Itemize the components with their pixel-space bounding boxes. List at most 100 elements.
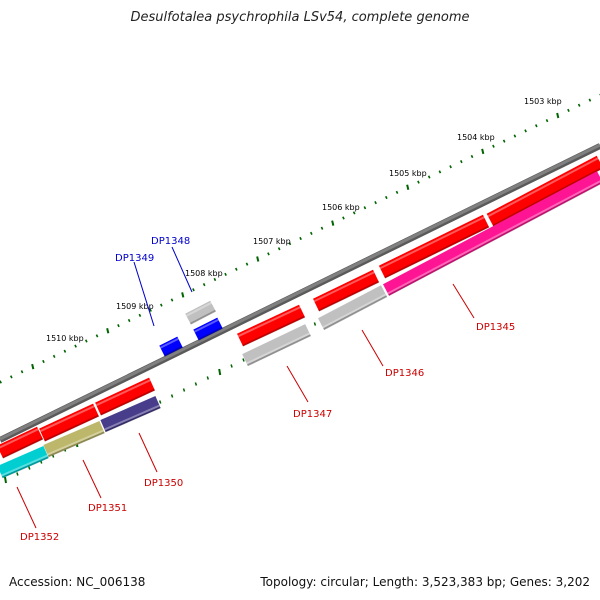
gene-label-dp1347[interactable]: DP1347 [293, 409, 332, 420]
label-leader-line [286, 365, 309, 403]
ruler-tick [492, 144, 495, 148]
gene-label-dp1348[interactable]: DP1348 [151, 236, 190, 247]
ruler-tick [277, 247, 281, 251]
gene-dp1352-reverse[interactable] [0, 446, 49, 479]
label-leader-line [138, 432, 158, 473]
gene-dp1351-reverse[interactable] [43, 421, 105, 458]
genome-summary: Topology: circular; Length: 3,523,383 bp… [260, 575, 590, 589]
ruler-tick [170, 394, 174, 398]
ruler-tick [342, 216, 345, 220]
gene-dp1348-blue[interactable] [193, 317, 223, 341]
gene-dp1347-forward[interactable] [237, 304, 306, 347]
ruler-tick [577, 103, 581, 107]
ruler-tick [256, 256, 260, 262]
ruler-tick [438, 170, 442, 174]
ruler-tick [16, 472, 19, 476]
ruler-tick [459, 160, 463, 164]
ruler-tick [158, 400, 162, 404]
ruler-tick [95, 334, 99, 338]
label-leader-line [361, 329, 384, 367]
ruler-tick [245, 262, 249, 266]
ruler-tick [320, 226, 324, 230]
gene-label-dp1345[interactable]: DP1345 [476, 322, 515, 333]
gene-labels: DP1345 DP1346 DP1347 DP1348 DP1349 DP1350 DP13… [20, 236, 515, 543]
label-leader-line [171, 246, 193, 293]
ruler-tick [427, 175, 431, 179]
ruler-ticks [0, 93, 600, 484]
ruler-tick [267, 252, 270, 256]
ruler-tick [406, 184, 410, 190]
ruler-tick [31, 363, 35, 370]
ruler-tick [502, 139, 506, 143]
gene-dp1350-reverse[interactable] [100, 396, 161, 433]
ruler-tick [470, 154, 474, 159]
ruler-tick [374, 201, 377, 205]
ruler-label: 1508 kbp [185, 269, 223, 278]
ruler-tick [192, 288, 195, 292]
map-title: Desulfotalea psychrophila LSv54, complet… [130, 10, 470, 25]
ruler-tick [556, 112, 560, 119]
ruler-label: 1503 kbp [524, 97, 562, 106]
gene-dp1346-forward[interactable] [378, 214, 490, 279]
gene-dp1345-reverse[interactable] [383, 171, 600, 297]
ruler-tick [213, 277, 217, 282]
gene-dp1348-feature[interactable] [185, 300, 216, 325]
ruler-tick [299, 236, 302, 241]
ruler-tick [117, 324, 120, 328]
gene-dp1347-reverse[interactable] [242, 324, 311, 367]
ruler-label: 1509 kbp [116, 302, 154, 311]
ruler-tick [395, 190, 399, 194]
ruler-tick [363, 206, 367, 210]
gene-dp1345-forward[interactable] [486, 155, 600, 227]
gene-dp1346-reverse[interactable] [318, 285, 388, 331]
ruler-label: 1504 kbp [457, 133, 495, 142]
ruler-tick [63, 349, 67, 353]
ruler-tick [224, 272, 227, 276]
ruler-label: 1505 kbp [389, 169, 427, 178]
ruler-tick [309, 231, 313, 235]
ruler-tick [481, 148, 485, 155]
label-leader-line [16, 486, 37, 529]
ruler-tick [234, 267, 238, 271]
ruler-tick [181, 292, 185, 298]
ruler-tick [449, 165, 452, 169]
ruler-tick [106, 328, 110, 334]
ruler-tick [384, 195, 388, 200]
label-leader-line [133, 261, 155, 327]
ruler-tick [0, 380, 2, 384]
gene-dp1349-blue[interactable] [159, 336, 183, 357]
ruler-tick [127, 318, 131, 323]
ruler-tick [218, 368, 222, 376]
gene-label-dp1352[interactable]: DP1352 [20, 532, 59, 543]
accession-text: Accession: NC_006138 [9, 575, 146, 589]
gene-dp1350-forward[interactable] [95, 377, 156, 416]
ruler-tick [28, 466, 31, 470]
ruler-tick [206, 376, 210, 380]
gene-label-dp1346[interactable]: DP1346 [385, 368, 424, 379]
gene-dp1346b-forward[interactable] [313, 269, 380, 312]
gene-dp1351-forward[interactable] [39, 403, 100, 442]
ruler-tick [242, 358, 245, 362]
ruler-tick [42, 359, 45, 364]
ruler-tick [138, 313, 142, 317]
label-leader-line [82, 459, 102, 499]
gene-dp1352-forward[interactable] [0, 426, 44, 459]
ruler-tick [417, 180, 420, 184]
gene-label-dp1351[interactable]: DP1351 [88, 503, 127, 514]
ruler-tick [74, 344, 77, 348]
ruler-tick [288, 242, 292, 246]
gene-label-dp1350[interactable]: DP1350 [144, 478, 183, 489]
ruler-label: 1506 kbp [322, 203, 360, 212]
ruler-tick [170, 298, 174, 302]
ruler-tick [588, 98, 592, 102]
ruler-label: 1507 kbp [253, 237, 291, 246]
ruler-tick [149, 308, 152, 312]
ruler-tick [52, 354, 56, 358]
ruler-labels: 1503 kbp 1504 kbp 1505 kbp 1506 kbp 1507 kbp… [46, 97, 562, 343]
ruler-tick [545, 119, 549, 123]
ruler-tick [331, 220, 335, 226]
ruler-tick [534, 124, 538, 128]
gene-label-dp1349[interactable]: DP1349 [115, 253, 154, 264]
ruler-tick [313, 322, 317, 326]
